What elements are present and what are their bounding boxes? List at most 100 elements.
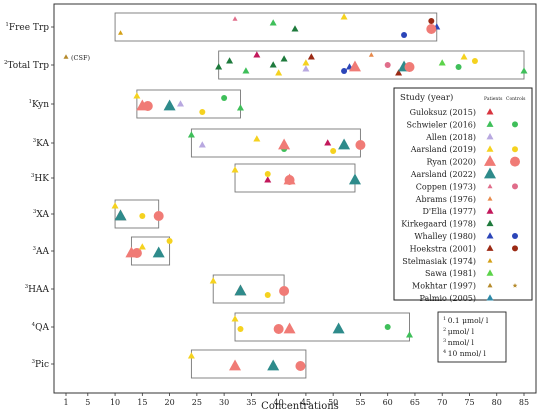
legend-control-marker-hoekstra: [512, 245, 518, 252]
category-unit-superscript: 3: [31, 173, 35, 179]
category-unit-superscript: 3: [25, 284, 29, 290]
legend-label-coppen: Coppen (1973): [416, 182, 476, 191]
legend-label-sawa: Sawa (1981): [425, 269, 476, 278]
point-total_trp-abrams-patient: [368, 52, 374, 57]
legend-label-allen: Allen (2018): [425, 133, 476, 142]
legend-patient-marker-whalley: [486, 232, 494, 239]
category-label-aa: 3AA: [33, 246, 50, 257]
point-hk-ryan-patient: [283, 173, 296, 185]
x-tick-label: 10: [110, 398, 120, 407]
category-name: KA: [36, 139, 49, 149]
point-ka-aarsland19-control: [330, 148, 337, 154]
x-axis-label: Concentrations: [261, 401, 339, 412]
category-label-ka: 3KA: [33, 138, 50, 149]
legend-label-aarsland22: Aarsland (2022): [410, 170, 476, 179]
point-ka-ryan-control: [355, 140, 366, 150]
legend-control-marker-coppen: [512, 183, 518, 190]
point-total_trp-aarsland19-patient: [275, 69, 283, 76]
legend-header-study: Study (year): [400, 92, 453, 103]
x-tick-label: 30: [219, 398, 229, 407]
point-haa-aarsland19-patient: [209, 277, 217, 284]
category-name: Free Trp: [9, 23, 49, 33]
x-tick-label: 75: [464, 398, 474, 407]
category-name: XA: [36, 210, 49, 220]
x-tick-label: 35: [246, 398, 256, 407]
legend-label-schwieler: Schwieler (2016): [406, 120, 476, 129]
legend-patient-marker-ryan: [484, 155, 496, 166]
legend-label-delia: D'Elia (1977): [423, 207, 476, 216]
point-total_trp-delia-patient: [253, 51, 261, 58]
point-total_trp-kirkegaard-patient: [269, 61, 277, 68]
category-label-hk: 3HK: [31, 173, 49, 184]
legend-patient-marker-palmio: [486, 294, 494, 301]
point-qa-aarsland19-patient: [231, 315, 239, 322]
point-aa-aarsland22-patient: [152, 246, 165, 258]
units-note-text: nmol/ l: [448, 338, 475, 347]
point-qa-schwieler-patient: [406, 331, 413, 338]
category-label-kyn: 1Kyn: [28, 99, 49, 110]
category-label-pic: 3Pic: [32, 359, 49, 370]
point-total_trp-sawa-patient: [438, 59, 446, 66]
legend-patient-marker-aarsland22: [484, 167, 496, 179]
legend-patient-marker-sawa: [486, 269, 494, 276]
point-ka-aarsland22-patient: [338, 138, 351, 150]
legend-header-controls: Controls: [506, 96, 526, 102]
x-tick-label: 40: [274, 398, 284, 407]
point-free_trp-schwieler-patient: [269, 19, 277, 26]
point-total_trp-hoekstra-patient: [395, 69, 403, 76]
point-hk-aarsland22-patient: [348, 173, 361, 185]
point-total_trp-mokhtar-patient: [63, 54, 69, 59]
point-haa-aarsland19-control: [264, 292, 271, 298]
point-total_trp-ryan-patient: [348, 60, 361, 72]
point-free_trp-hoekstra-control: [428, 18, 435, 24]
point-kyn-schwieler-patient: [236, 104, 244, 111]
plot-frame: [53, 3, 537, 394]
legend-patient-marker-abrams: [487, 196, 493, 201]
point-xa-aarsland19-patient: [111, 202, 119, 209]
point-ka-ryan-patient: [278, 138, 291, 150]
point-qa-aarsland19-control: [237, 326, 244, 332]
point-total_trp-ryan-control: [404, 62, 415, 72]
x-tick-label: 65: [410, 398, 420, 407]
range-box-kyn: [136, 89, 241, 119]
point-hk-delia-patient: [264, 176, 272, 183]
x-tick-label: 45: [301, 398, 311, 407]
point-annotation: (CSF): [71, 54, 90, 62]
point-aa-aarsland19-patient: [138, 243, 146, 250]
point-total_trp-kirkegaard-patient: [280, 55, 288, 62]
category-label-free_trp: 1Free Trp: [5, 22, 49, 33]
units-note-superscript: 3: [443, 338, 448, 344]
point-hk-aarsland19-control: [264, 171, 271, 177]
x-tick-label: 5: [85, 398, 90, 407]
legend-header-patients: Patients: [484, 96, 503, 102]
x-tick-label: 1: [63, 398, 68, 407]
category-label-total_trp: 2Total Trp: [4, 60, 49, 71]
point-kyn-ryan-control: [142, 101, 153, 111]
range-box-qa: [234, 312, 410, 342]
point-haa-aarsland22-patient: [234, 284, 247, 296]
units-note-text: 0.1 μmol/ l: [448, 316, 489, 325]
units-note-superscript: 2: [443, 327, 448, 333]
x-tick-label: 80: [492, 398, 502, 407]
units-note-line: 3 nmol/ l: [443, 338, 475, 347]
point-xa-ryan-control: [153, 211, 164, 221]
category-unit-superscript: 1: [28, 99, 32, 105]
category-unit-superscript: 4: [32, 322, 36, 328]
point-total_trp-coppen-control: [384, 62, 391, 68]
legend-patient-marker-guloksuz: [486, 108, 494, 115]
range-box-free_trp: [114, 12, 438, 42]
category-unit-superscript: 3: [33, 209, 37, 215]
units-note-superscript: 1: [443, 316, 448, 322]
legend-label-whalley: Whalley (1980): [414, 232, 476, 241]
point-total_trp-hoekstra-patient: [307, 53, 315, 60]
category-unit-superscript: 1: [5, 22, 9, 28]
point-ka-aarsland19-patient: [253, 135, 261, 142]
units-note-text: μmol/ l: [448, 327, 475, 336]
legend-label-mokhtar: Mokhtar (1997): [412, 282, 476, 291]
point-haa-ryan-control: [279, 286, 290, 296]
point-pic-aarsland22-patient: [267, 359, 280, 371]
point-free_trp-ryan-control: [426, 24, 437, 34]
point-total_trp-schwieler-patient: [242, 67, 250, 74]
point-free_trp-whalley-control: [401, 32, 408, 38]
category-label-qa: 4QA: [32, 322, 50, 333]
